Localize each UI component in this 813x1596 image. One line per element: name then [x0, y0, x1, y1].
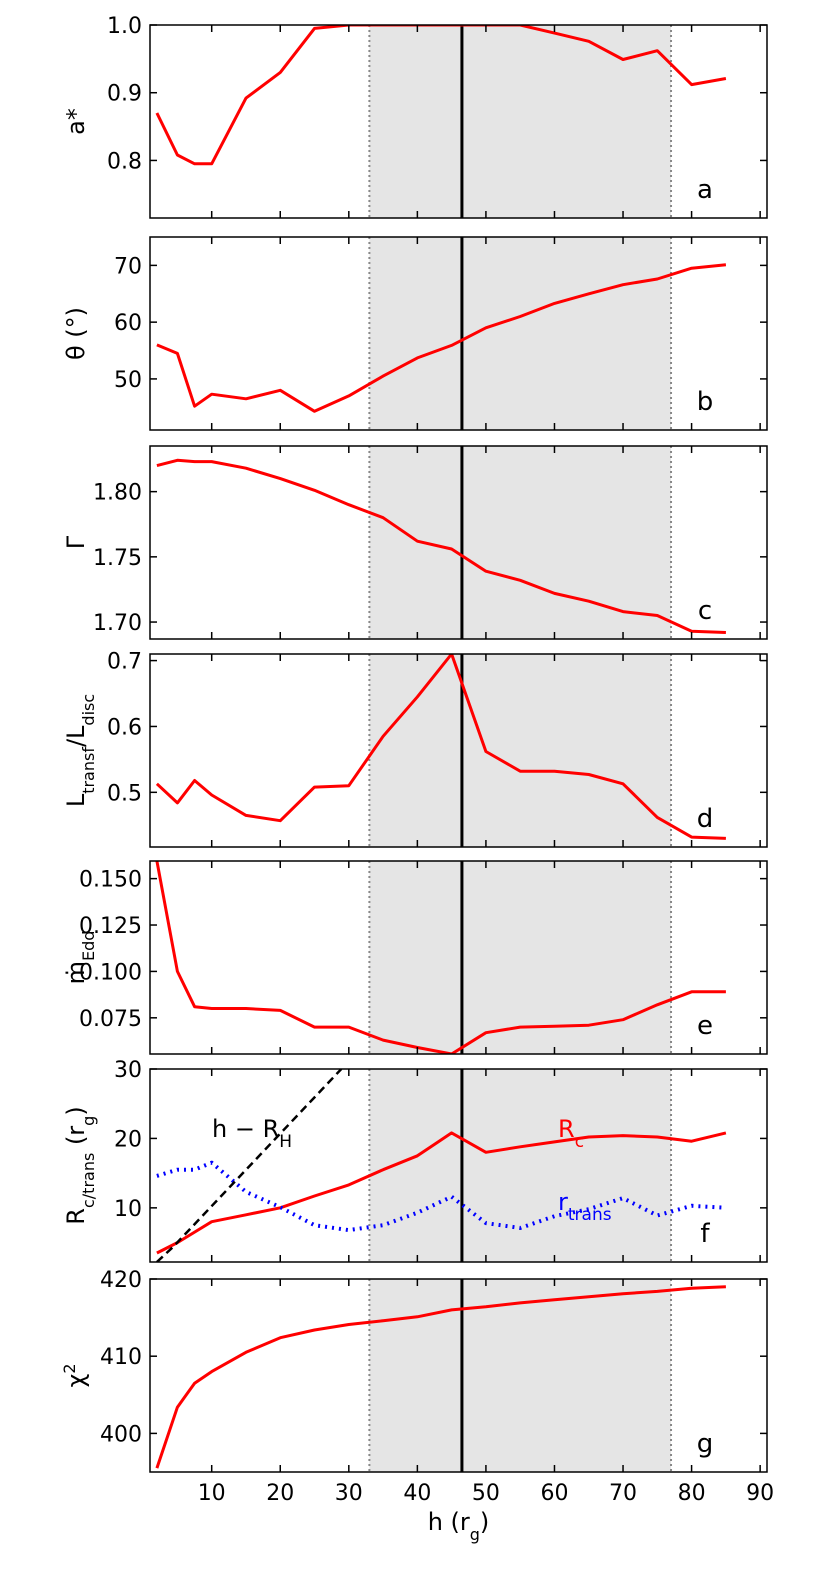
shaded-region — [369, 25, 672, 218]
y-tick-label: 10 — [114, 1197, 142, 1222]
panel-a: 0.8 0.9 1.0 a a* — [62, 14, 768, 219]
panel-d: 0.5 0.6 0.7 d Ltransf/Ldisc — [62, 650, 768, 848]
y-tick-label: 420 — [100, 1268, 142, 1293]
panel-letter: b — [697, 387, 714, 417]
shaded-region — [369, 654, 672, 847]
x-tick-label: 70 — [609, 1481, 637, 1506]
y-tick-label: 20 — [114, 1127, 142, 1152]
shaded-region — [369, 1069, 672, 1262]
panel-e: 0.075 0.100 0.125 0.150 e ṁEdd — [62, 860, 768, 1055]
shaded-region — [369, 1279, 672, 1472]
series-line-f-1 — [156, 1160, 727, 1233]
series-line-f-2 — [156, 1069, 343, 1262]
shaded-region — [369, 861, 672, 1054]
y-tick-label: 1.75 — [93, 546, 142, 571]
y-tick-label: 0.9 — [107, 82, 142, 107]
x-tick-label: 50 — [472, 1481, 500, 1506]
x-axis-label: h (rg) — [428, 1508, 490, 1544]
x-tick-label: 80 — [678, 1481, 706, 1506]
series-line-d-0 — [155, 654, 726, 840]
panel-frame — [149, 236, 768, 431]
x-axis: 10 20 30 40 50 60 70 80 90 h (rg) — [198, 1481, 774, 1544]
y-tick-label: 1.80 — [93, 481, 142, 506]
panel-g: 400 410 420 g χ2 — [60, 1268, 768, 1473]
series-line-f-0 — [156, 1131, 727, 1255]
x-tick-label: 20 — [266, 1481, 294, 1506]
panel-letter: c — [698, 596, 712, 626]
panel-frame — [149, 860, 768, 1055]
panel-frame — [149, 24, 768, 219]
y-tick-label: 0.6 — [107, 715, 142, 740]
y-tick-label: 0.125 — [79, 914, 142, 939]
y-tick-label: 0.075 — [79, 1007, 142, 1032]
y-tick-label: 0.5 — [107, 781, 142, 806]
series-label-0: Rc — [558, 1115, 584, 1152]
y-tick-label: 30 — [114, 1058, 142, 1083]
y-tick-label: 0.100 — [79, 960, 142, 985]
series-line-c-0 — [156, 458, 726, 634]
y-axis-label: Ltransf/Ldisc — [62, 694, 98, 807]
series-label-1: rtrans — [558, 1188, 612, 1225]
y-axis-label: θ (°) — [62, 307, 90, 360]
series-line-a-0 — [155, 25, 727, 166]
y-tick-label: 70 — [114, 254, 142, 279]
panel-b: 50 60 70 b θ (°) — [62, 236, 768, 431]
y-tick-label: 60 — [114, 311, 142, 336]
x-tick-label: 40 — [403, 1481, 431, 1506]
y-tick-label: 0.150 — [79, 868, 142, 893]
y-tick-label: 0.8 — [107, 149, 142, 174]
series-line-b-0 — [156, 263, 727, 413]
panel-letter: g — [697, 1429, 714, 1459]
x-tick-label: 10 — [198, 1481, 226, 1506]
panel-frame — [149, 445, 768, 640]
y-axis-label: Rc/trans (rg) — [62, 1106, 98, 1224]
y-axis-label: ṁEdd — [62, 931, 98, 985]
panel-frame — [149, 1068, 768, 1263]
panel-f: 10 20 30 f Rc/trans (rg) Rc rtrans h − RH — [62, 1058, 768, 1263]
panel-frame — [149, 653, 768, 848]
panel-letter: a — [697, 175, 713, 205]
panel-letter: f — [700, 1219, 710, 1249]
x-tick-label: 90 — [746, 1481, 774, 1506]
panel-frame — [149, 1278, 768, 1473]
y-tick-label: 410 — [100, 1345, 142, 1370]
y-axis-label: χ2 — [60, 1363, 91, 1387]
series-line-g-0 — [155, 1285, 726, 1469]
panel-letter: d — [697, 804, 714, 834]
panels-layer: 0.8 0.9 1.0 a a* 50 60 70 b θ (°) 1.70 1.75 1.80 c Γ 0.… — [60, 14, 768, 1473]
y-tick-label: 0.7 — [107, 650, 142, 675]
y-tick-label: 1.70 — [93, 611, 142, 636]
y-tick-label: 400 — [100, 1422, 142, 1447]
x-tick-label: 60 — [540, 1481, 568, 1506]
y-axis-label: Γ — [62, 535, 90, 549]
panel-letter: e — [697, 1011, 713, 1041]
shaded-region — [369, 446, 672, 639]
y-tick-label: 50 — [114, 368, 142, 393]
x-tick-label: 30 — [335, 1481, 363, 1506]
panel-c: 1.70 1.75 1.80 c Γ — [62, 445, 768, 640]
series-label-2: h − RH — [212, 1115, 292, 1152]
y-axis-label: a* — [62, 108, 90, 135]
shaded-region — [369, 237, 672, 430]
y-tick-label: 1.0 — [107, 14, 142, 39]
